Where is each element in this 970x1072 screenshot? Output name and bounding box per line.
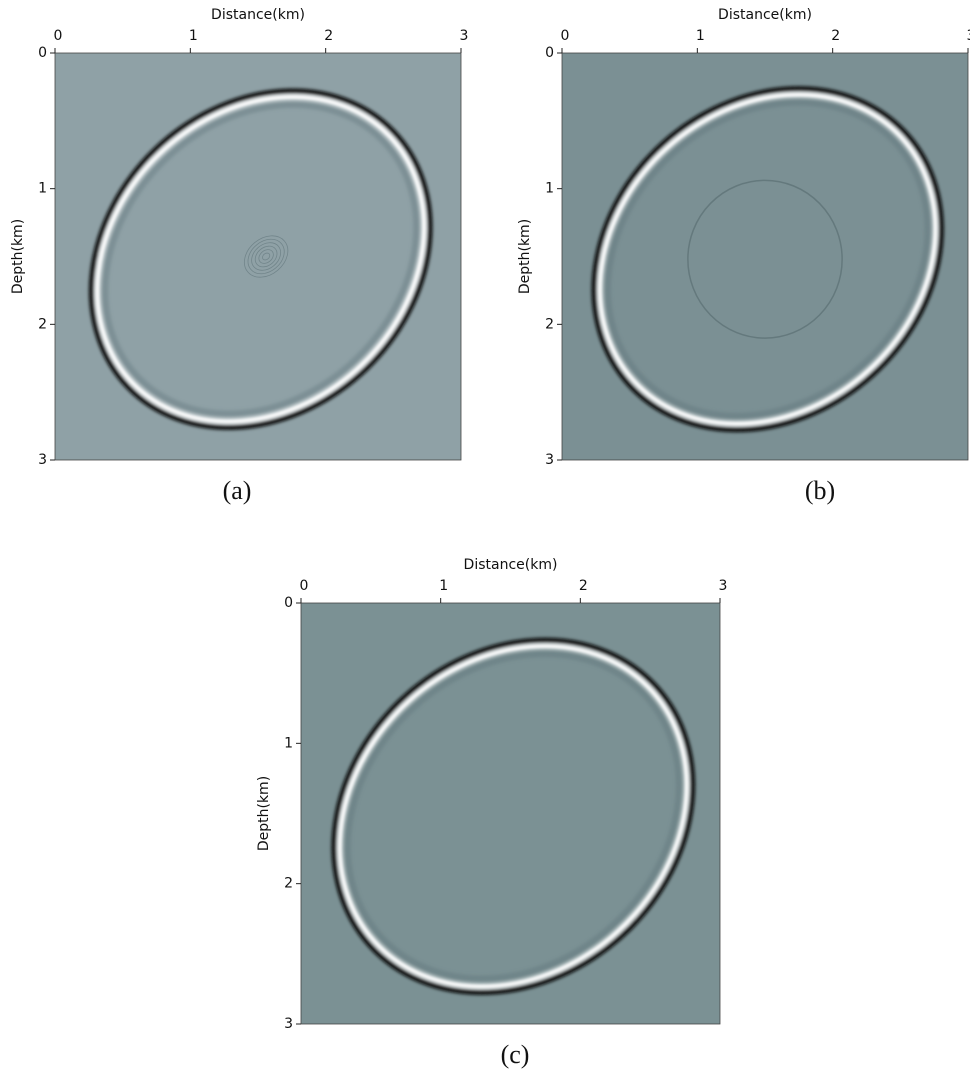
x-tick-label: 0 bbox=[300, 578, 309, 594]
x-tick-label: 1 bbox=[696, 28, 705, 44]
x-axis-label: Distance(km) bbox=[718, 7, 812, 23]
y-axis-label: Depth(km) bbox=[10, 219, 26, 294]
x-tick-label: 0 bbox=[561, 28, 570, 44]
y-tick-label: 1 bbox=[545, 181, 554, 197]
y-tick-label: 3 bbox=[38, 452, 47, 468]
y-tick-label: 2 bbox=[38, 316, 47, 332]
y-tick-label: 1 bbox=[38, 181, 47, 197]
y-tick-label: 2 bbox=[284, 876, 293, 892]
x-tick-label: 2 bbox=[579, 578, 588, 594]
y-axis-label: Depth(km) bbox=[256, 776, 272, 851]
page: {"chart_data": [ {"type": "image", "xlab… bbox=[0, 0, 970, 1072]
panel: 0 1 2 3 0 1 2 3 Distance(km) Depth(km) (b) bbox=[517, 7, 970, 505]
x-tick-label: 2 bbox=[324, 28, 333, 44]
y-tick-label: 3 bbox=[545, 452, 554, 468]
panel-caption: (b) bbox=[805, 476, 835, 505]
wavefield-image bbox=[301, 603, 720, 1024]
x-axis-label: Distance(km) bbox=[211, 7, 305, 23]
y-tick-label: 0 bbox=[38, 45, 47, 61]
panel-caption: (a) bbox=[223, 476, 252, 505]
y-tick-label: 1 bbox=[284, 735, 293, 751]
x-tick-label: 3 bbox=[719, 578, 728, 594]
x-tick-label: 1 bbox=[439, 578, 448, 594]
y-axis-label: Depth(km) bbox=[517, 219, 533, 294]
y-tick-label: 0 bbox=[545, 45, 554, 61]
wavefield-image bbox=[55, 53, 461, 460]
wavefield-image bbox=[562, 53, 968, 460]
figure: 0 1 2 3 0 1 2 3 Distance(km) Depth(km) (a) 0 1 2 3 0 1 2 3… bbox=[0, 0, 970, 1072]
y-tick-label: 3 bbox=[284, 1016, 293, 1032]
panel: 0 1 2 3 0 1 2 3 Distance(km) Depth(km) (c) bbox=[256, 557, 765, 1069]
x-tick-label: 3 bbox=[967, 28, 970, 44]
x-tick-label: 0 bbox=[54, 28, 63, 44]
x-tick-label: 1 bbox=[189, 28, 198, 44]
x-tick-label: 3 bbox=[460, 28, 469, 44]
x-tick-label: 2 bbox=[831, 28, 840, 44]
x-axis-label: Distance(km) bbox=[464, 557, 558, 573]
y-tick-label: 2 bbox=[545, 316, 554, 332]
panel-caption: (c) bbox=[501, 1040, 530, 1069]
y-tick-label: 0 bbox=[284, 595, 293, 611]
panel: 0 1 2 3 0 1 2 3 Distance(km) Depth(km) (a) bbox=[10, 7, 499, 505]
